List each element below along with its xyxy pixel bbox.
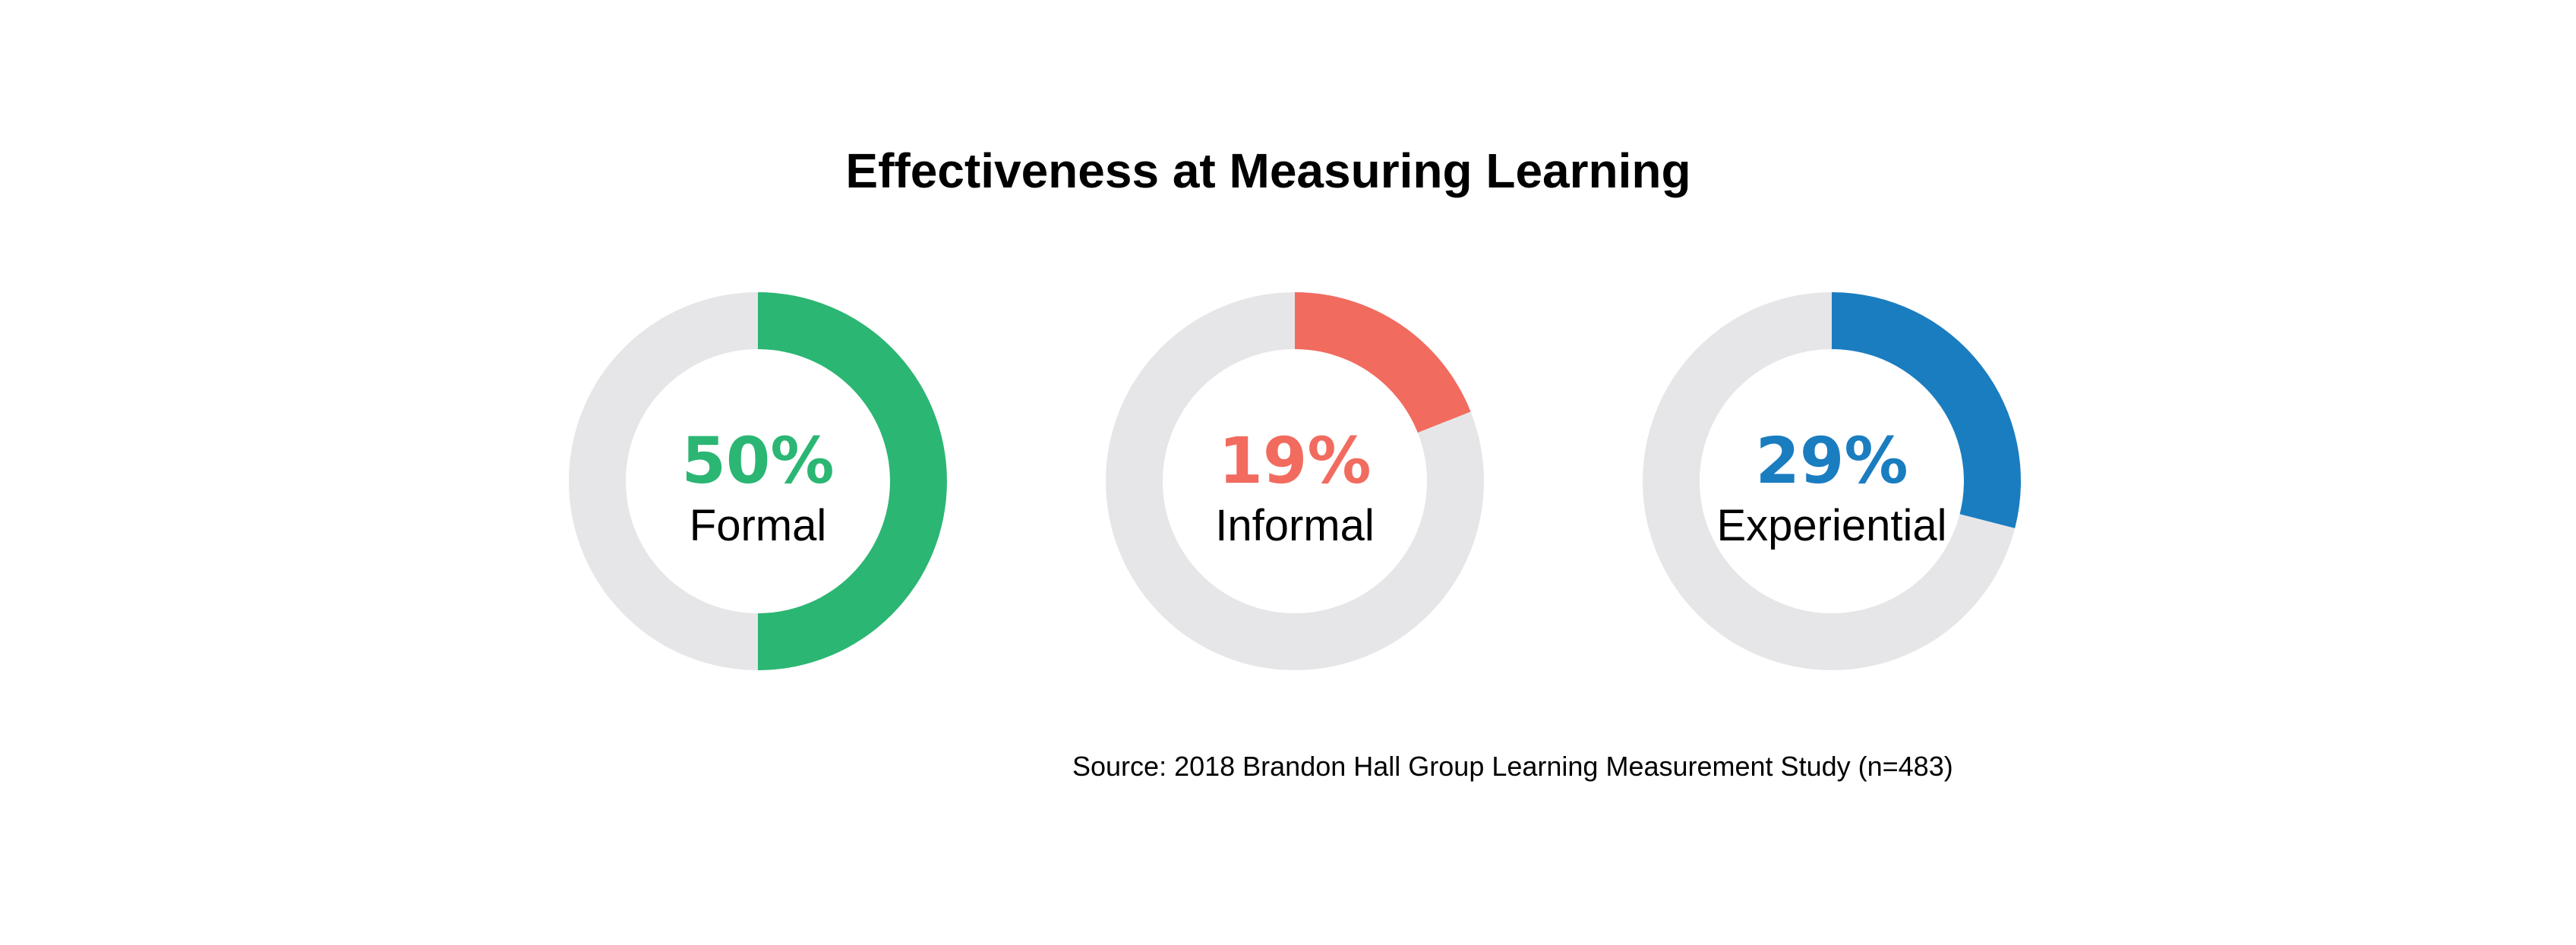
- donut-segment-formal: [758, 292, 947, 670]
- chart-title: Effectiveness at Measuring Learning: [845, 143, 1690, 198]
- donut-value-label: 50%: [681, 424, 834, 498]
- donut-segment-experiential: [1832, 292, 2021, 528]
- source-note: Source: 2018 Brandon Hall Group Learning…: [1072, 751, 1953, 782]
- donut-informal: 19%Informal: [1106, 292, 1484, 670]
- donut-category-label: Informal: [1215, 501, 1375, 550]
- donut-value-label: 19%: [1218, 424, 1371, 498]
- donut-segment-informal: [1295, 292, 1471, 433]
- donut-formal: 50%Formal: [569, 292, 947, 670]
- donut-value-label: 29%: [1755, 424, 1908, 498]
- donut-category-label: Formal: [690, 501, 826, 550]
- donut-experiential: 29%Experiential: [1643, 292, 2021, 670]
- donut-category-label: Experiential: [1716, 501, 1946, 550]
